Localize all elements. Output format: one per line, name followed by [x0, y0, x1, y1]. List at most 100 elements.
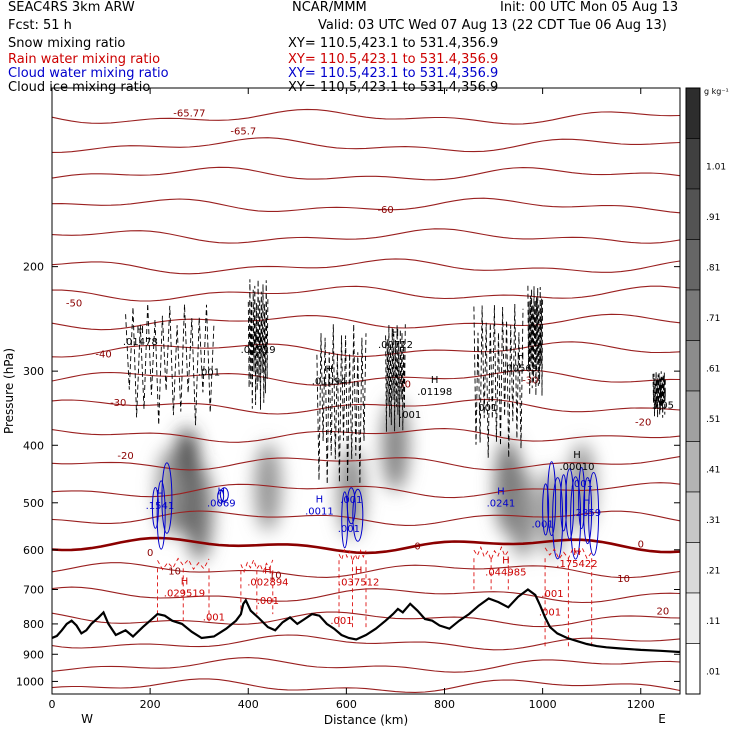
rain-label: .001 [541, 589, 563, 600]
cloud-ice-contour [316, 324, 367, 485]
rain-label: .001 [257, 596, 279, 607]
temperature-contour-label: 0 [414, 541, 420, 552]
cloud-water-contour [583, 477, 593, 545]
colorbar-band [685, 188, 701, 240]
colorbar-band [685, 138, 701, 190]
temperature-contour-label: -20 [117, 451, 133, 462]
cloud-water-max-marker: H [218, 487, 226, 498]
temperature-contour-label: 10 [168, 566, 181, 577]
cloud-ice-contour [652, 371, 666, 418]
terrain-profile [52, 588, 680, 654]
cloud-water-contour [151, 487, 159, 529]
plot-frame [51, 87, 681, 695]
y-tick-label: 300 [23, 365, 44, 378]
cloud-water-contour [578, 466, 586, 530]
cloud-ice-label: .001 [399, 410, 421, 421]
rain-water-contours: H.029519H.002894H.037512H.044985H.175422… [157, 545, 598, 649]
cloud-water-contour [588, 472, 600, 556]
snow-max-marker: H [137, 325, 145, 336]
cloud-ice-contour [527, 285, 544, 396]
snow-max-marker: H [325, 364, 333, 375]
temperature-contour [52, 482, 680, 499]
cloud-water-max-value: .2859 [572, 508, 601, 519]
organization-label: NCAR/MMM [292, 0, 367, 15]
temperature-contour [52, 285, 680, 302]
temperature-contour [52, 228, 680, 244]
rain-max-value: .175422 [556, 559, 597, 570]
rain-label: .001 [539, 608, 561, 619]
cloud-water-contour [552, 477, 564, 560]
cloud-water-contour [217, 489, 225, 504]
snow-max-marker: H [517, 351, 525, 362]
cloud-water-contour [560, 474, 568, 532]
y-tick-label: 500 [23, 497, 44, 510]
cloud-water-contour [341, 491, 349, 549]
cloud-water-max-value: .0241 [487, 499, 516, 510]
x-tick-label: 800 [434, 698, 455, 711]
rain-max-marker: H [502, 555, 510, 566]
cloud-water-label: .001 [340, 495, 362, 506]
rain-max-marker: H [573, 547, 581, 558]
temperature-contour [52, 108, 680, 125]
cloud-ice-contour [125, 303, 215, 426]
model-title: SEAC4RS 3km ARW [8, 0, 135, 15]
snow-shading [156, 399, 595, 561]
snow-max-marker: H [431, 375, 439, 386]
rain-water-contour [240, 558, 274, 574]
y-tick-label: 200 [23, 261, 44, 274]
colorbar-tick-label: .11 [706, 617, 720, 627]
x-end-label-east: E [658, 712, 666, 726]
colorbar-tick-label: .81 [706, 263, 720, 273]
temperature-contour [52, 258, 680, 275]
field-label-rain: Rain water mixing ratio [8, 52, 161, 67]
temperature-contour [52, 197, 680, 214]
colorbar-band [685, 239, 701, 291]
valid-time: Valid: 03 UTC Wed 07 Aug 13 (22 CDT Tue … [318, 18, 667, 33]
cloud-water-max-marker: H [316, 494, 324, 505]
temperature-contour [52, 657, 680, 673]
temperature-contour [52, 562, 680, 579]
x-tick-label: 400 [238, 698, 259, 711]
temperature-contour [52, 510, 680, 526]
colorbar-tick-label: .21 [706, 566, 720, 576]
x-tick-label: 0 [49, 698, 56, 711]
cloud-water-label: .001 [531, 519, 553, 530]
snow-max-marker: H [392, 328, 400, 339]
cloud-ice-contour [473, 303, 524, 458]
cloud-water-contour [542, 483, 550, 536]
temperature-contour [52, 166, 680, 181]
temperature-contour [52, 137, 680, 153]
rain-max-marker: H [264, 565, 272, 576]
cloud-water-contour [565, 468, 575, 540]
rain-max-marker: H [181, 577, 189, 588]
field-xy-cloud-water: XY= 110.5,423.1 to 531.4,356.9 [288, 66, 499, 81]
temperature-contour-label: -30 [522, 376, 538, 387]
cloud-ice-contours: .001 .001 .001 [125, 279, 666, 485]
colorbar-tick-label: .71 [706, 314, 720, 324]
temperature-contour-label: -65.77 [173, 109, 205, 120]
colorbar-tick-label: .51 [706, 415, 720, 425]
temperature-contour-label: -50 [66, 299, 82, 310]
temperature-contour-label: -60 [377, 205, 393, 216]
x-tick-label: 1200 [627, 698, 655, 711]
temperature-contour-label: 0 [147, 548, 153, 559]
cloud-water-max-value: .0069 [207, 499, 236, 510]
snow-maxima: H.01478 H.01319H.01094H.00722H.01198H.005… [123, 325, 674, 473]
cloud-water-max-value: .1541 [146, 501, 175, 512]
cloud-water-max-marker: H [156, 489, 164, 500]
snow-max-value: .00722 [378, 340, 413, 351]
cloud-ice-label: .001 [475, 403, 497, 414]
colorbar-band [685, 441, 701, 493]
colorbar-tick-label: .61 [706, 364, 720, 374]
snow-shading-core [186, 464, 213, 561]
temperature-contour [52, 678, 680, 693]
x-axis-label: Distance (km) [324, 713, 408, 727]
snow-shading-core [338, 447, 365, 538]
rain-max-value: .044985 [485, 567, 526, 578]
cloud-water-contour [161, 462, 173, 534]
temperature-contour-label: -20 [635, 418, 651, 429]
x-tick-label: 1000 [529, 698, 557, 711]
snow-max-value: .01319 [241, 345, 276, 356]
init-time: Init: 00 UTC Mon 05 Aug 13 [500, 0, 679, 15]
